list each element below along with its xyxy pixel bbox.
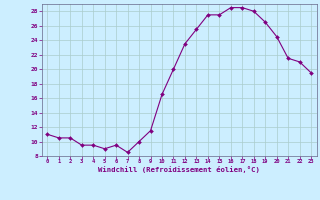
X-axis label: Windchill (Refroidissement éolien,°C): Windchill (Refroidissement éolien,°C) — [98, 166, 260, 173]
